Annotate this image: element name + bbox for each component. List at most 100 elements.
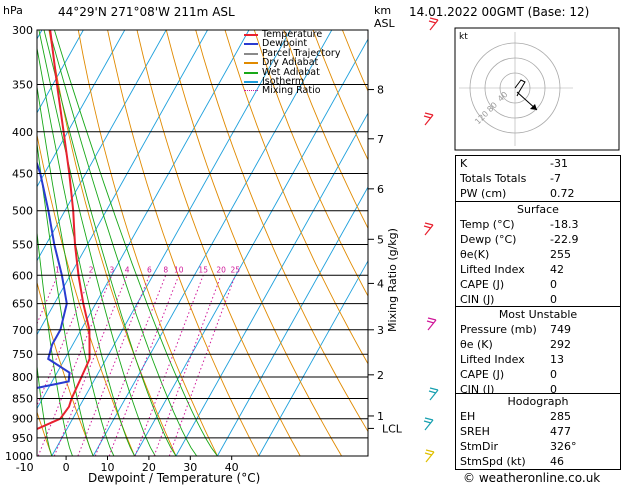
pressure-tick-label: 350 [12,79,33,92]
wind-barb-staff [424,224,434,236]
mixing-ratio-label: 3 [109,265,114,274]
location-label: 44°29'N 271°08'W 211m ASL [58,5,235,19]
wind-barb [423,222,434,236]
hodograph-row: StmDir 326° [456,439,620,454]
temperature-line [37,30,91,430]
isotherm-line [134,38,368,456]
km-label: LCL [382,422,403,435]
wind-barb-staff [429,19,439,31]
hodograph-value: 285 [550,410,571,423]
wet-adiabat-line [1,30,11,456]
index-row: K -31 [456,156,620,171]
mixing-ratio-label: 2 [89,265,94,274]
x-tick-label: 0 [63,461,70,474]
isotherm-line [37,30,84,114]
x-tick-label: -10 [16,461,34,474]
surface-key: Dewp (°C) [460,233,517,246]
legend-label: Temperature [262,29,323,40]
pressure-tick-label: 450 [12,167,33,180]
most-unstable-value: 0 [550,383,557,396]
wind-barb-flag [427,317,437,321]
hodograph-key: StmDir [460,440,499,453]
pressure-tick-label: 700 [12,324,33,337]
legend-swatch [244,52,258,55]
surface-row: θe(K) 255 [456,247,620,262]
wind-barb-staff [424,419,434,431]
most-unstable-row: Lifted Index 13 [456,352,620,367]
wet-adiabat-line [53,30,218,456]
isotherm-line [0,30,1,456]
hodograph-value: 326° [550,440,577,453]
surface-value: 42 [550,263,564,276]
pressure-tick-label: 400 [12,126,33,139]
storm-motion-arrowhead [530,104,537,110]
dry-adiabat-line [0,30,10,456]
pressure-tick-label: 500 [12,205,33,218]
surface-row: Lifted Index 42 [456,262,620,277]
plot-frame [36,29,369,457]
index-key: K [460,157,468,170]
index-key: Totals Totals [460,172,527,185]
surface-panel: Surface Temp (°C) -18.3 Dewp (°C) -22.9 θe(K… [455,201,621,308]
hodograph-key: SREH [460,425,490,438]
legend-label: Wet Adiabat [262,66,320,78]
hodograph-row: EH 285 [456,409,620,424]
km-label: 2 [377,369,384,382]
hodograph-key: EH [460,410,476,423]
mixing-ratio-line [108,275,180,456]
isotherm-line [37,30,126,188]
pressure-tick-label: 550 [12,238,33,251]
km-label: 4 [377,277,384,290]
wind-barb-flag [423,225,432,229]
isotherm-line [258,260,368,456]
dry-adiabat-line [283,30,368,230]
surface-value: -22.9 [550,233,579,246]
surface-key: θe(K) [460,248,490,261]
most-unstable-key: θe (K) [460,338,493,351]
surface-row: Temp (°C) -18.3 [456,217,620,232]
most-unstable-key: Lifted Index [460,353,525,366]
km-label: 8 [377,84,384,97]
mixing-ratio-line [168,275,236,456]
surface-value: 255 [550,248,571,261]
mixing-ratio-label: 4 [125,265,130,274]
hodograph-value: 477 [550,425,571,438]
legend-swatch [244,62,258,65]
wind-barb-staff [429,389,439,401]
wind-barb-flag [428,390,437,394]
most-unstable-row: CAPE (J) 0 [456,367,620,382]
surface-key: Temp (°C) [460,218,515,231]
most-unstable-key: CIN (J) [460,383,495,396]
isotherm-line [51,30,291,456]
wind-barb-flag [425,449,435,453]
mixing-ratio-label: 1 [55,265,60,274]
pressure-tick-label: 800 [12,371,33,384]
legend-swatch [244,80,258,83]
surface-key: Lifted Index [460,263,525,276]
x-tick-label: 30 [183,461,197,474]
hodograph-panel: Hodograph EH 285 SREH 477 StmDir 326° StmSpd (… [455,393,621,470]
most-unstable-row: θe (K) 292 [456,337,620,352]
index-value: -7 [550,172,561,185]
most-unstable-value: 749 [550,323,571,336]
most-unstable-key: Pressure (mb) [460,323,537,336]
most-unstable-key: CAPE (J) [460,368,505,381]
surface-key: CAPE (J) [460,278,505,291]
wind-barb-staff [424,114,434,126]
wind-barb-flag [426,320,435,324]
wind-barb [423,112,434,126]
most-unstable-panel: Most Unstable Pressure (mb) 749 θe (K) 292 L… [455,306,621,398]
legend-label: Mixing Ratio [262,85,321,97]
surface-row: CIN (J) 0 [456,292,620,307]
surface-value: -18.3 [550,218,579,231]
hodograph-value: 46 [550,455,564,468]
mixing-ratio-label: 6 [147,265,152,274]
km-label: 6 [377,183,384,196]
km-unit-label: km [374,4,392,17]
wind-barb-staff [425,451,435,463]
wind-barb-flag [424,417,434,421]
wind-barb [423,417,434,431]
mixing-ratio-label: 25 [231,265,241,274]
pressure-tick-label: 950 [12,432,33,445]
legend-label: Dry Adiabat [262,57,319,69]
